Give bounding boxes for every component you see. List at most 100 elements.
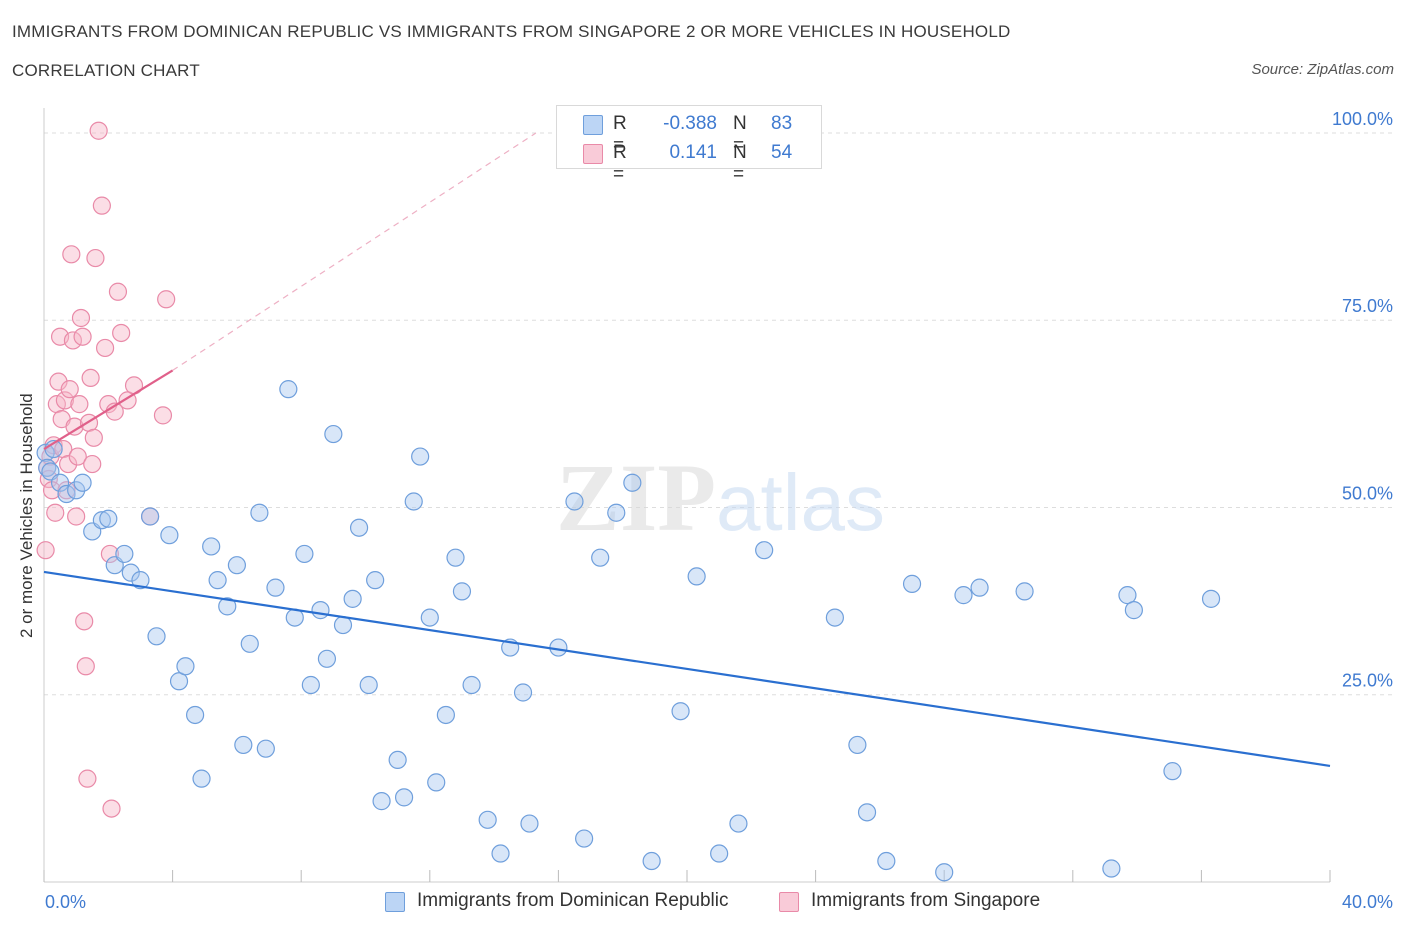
- dominican-point: [420, 608, 439, 627]
- dominican-point: [729, 814, 748, 833]
- dominican-point: [427, 773, 446, 792]
- singapore-point: [39, 469, 58, 489]
- y-tick-label: 50.0%: [1342, 483, 1393, 503]
- singapore-point: [63, 331, 83, 350]
- dominican-point: [295, 544, 314, 564]
- dominican-point: [92, 511, 111, 530]
- dominican-point: [115, 544, 134, 564]
- legend-r-value: 0.141: [669, 142, 717, 163]
- dominican-point: [902, 574, 922, 593]
- legend-r-label: R =: [613, 113, 627, 156]
- bottom-swatch-pink: [779, 892, 799, 912]
- singapore-point: [157, 290, 176, 309]
- singapore-point: [55, 391, 74, 410]
- singapore-point: [62, 245, 81, 264]
- singapore-trend-line: [43, 369, 174, 451]
- legend-n-value: 54: [771, 142, 793, 163]
- dominican-point: [186, 705, 205, 725]
- x-tick-labels: 0.0% 40.0%: [45, 892, 1393, 912]
- dominican-point: [462, 675, 481, 695]
- dominican-point: [825, 608, 844, 627]
- y-tick-labels: 25.0% 50.0% 75.0% 100.0%: [1332, 109, 1393, 691]
- dominican-point: [169, 672, 189, 691]
- dominican-point: [234, 735, 253, 755]
- singapore-point: [70, 395, 89, 414]
- dominican-point: [1201, 589, 1221, 608]
- dominican-trend-line: [43, 570, 1331, 767]
- singapore-point: [83, 454, 102, 474]
- trend-lines: [43, 132, 1331, 767]
- dominican-point: [491, 844, 510, 863]
- dominican-point: [520, 814, 539, 833]
- y-tick-label: 100.0%: [1332, 109, 1393, 129]
- dominican-point: [192, 769, 211, 788]
- dominican-point: [176, 657, 195, 676]
- dominican-point: [343, 589, 362, 608]
- dominican-point: [671, 702, 690, 721]
- dominican-point: [446, 548, 465, 567]
- dominican-point: [1102, 859, 1121, 878]
- dominican-point: [935, 863, 954, 882]
- dominican-point: [591, 548, 610, 567]
- axes: [43, 108, 1331, 883]
- dominican-point: [575, 829, 594, 848]
- dominican-point: [317, 649, 337, 668]
- watermark-zip: ZIP: [556, 444, 716, 551]
- dominican-point: [160, 526, 179, 545]
- singapore-point: [36, 541, 55, 560]
- dominican-point: [1124, 601, 1143, 620]
- dominican-point: [565, 492, 584, 511]
- dominican-point: [227, 556, 246, 575]
- dominican-point: [372, 792, 391, 811]
- singapore-point: [108, 282, 128, 301]
- singapore-point: [75, 612, 94, 631]
- dominican-point: [857, 803, 877, 822]
- bottom-legend-label: Immigrants from Singapore: [811, 890, 1041, 911]
- singapore-point: [92, 196, 111, 215]
- singapore-trend-extension: [172, 132, 537, 371]
- singapore-point: [73, 327, 92, 346]
- singapore-point: [95, 338, 115, 358]
- dominican-point: [208, 571, 227, 590]
- chart-title: IMMIGRANTS FROM DOMINICAN REPUBLIC VS IM…: [12, 22, 1011, 41]
- dominican-point: [388, 750, 407, 770]
- dominican-point: [202, 537, 221, 556]
- legend-swatch-pink: [583, 144, 603, 164]
- singapore-point: [68, 447, 87, 466]
- dominican-point: [607, 503, 626, 522]
- legend-r-value: -0.388: [663, 113, 717, 134]
- x-tick-label: 0.0%: [45, 892, 86, 912]
- dominican-point: [324, 424, 343, 444]
- dominican-point: [147, 627, 166, 646]
- dominican-point: [1015, 582, 1034, 601]
- dominican-point: [57, 484, 76, 504]
- legend-r-label: R =: [613, 142, 627, 185]
- dominican-point: [121, 563, 140, 582]
- dominican-point: [848, 735, 867, 755]
- dominican-point: [349, 518, 369, 537]
- dominican-point: [240, 634, 259, 653]
- dominican-point: [266, 578, 285, 597]
- singapore-point: [102, 799, 121, 818]
- legend-n-label: N =: [733, 113, 747, 156]
- dominican-point: [218, 597, 237, 616]
- dominican-point: [478, 810, 497, 829]
- watermark: ZIP atlas: [556, 444, 885, 551]
- dominican-point: [513, 683, 533, 702]
- grid-lines: [44, 132, 1392, 696]
- dominican-point: [411, 447, 430, 466]
- x-tick-label: 40.0%: [1342, 892, 1393, 912]
- y-tick-label: 25.0%: [1342, 671, 1393, 691]
- dominican-point: [279, 380, 298, 399]
- y-tick-label: 75.0%: [1342, 296, 1393, 316]
- dominican-point: [250, 503, 269, 522]
- source-note: Source: ZipAtlas.com: [1251, 61, 1394, 78]
- dominican-point: [404, 492, 423, 511]
- singapore-point: [112, 323, 131, 343]
- singapore-point: [100, 544, 120, 564]
- legend-swatch-blue: [583, 115, 603, 135]
- singapore-point: [78, 769, 97, 788]
- dominican-point: [1163, 762, 1182, 781]
- bottom-swatch-blue: [385, 892, 405, 912]
